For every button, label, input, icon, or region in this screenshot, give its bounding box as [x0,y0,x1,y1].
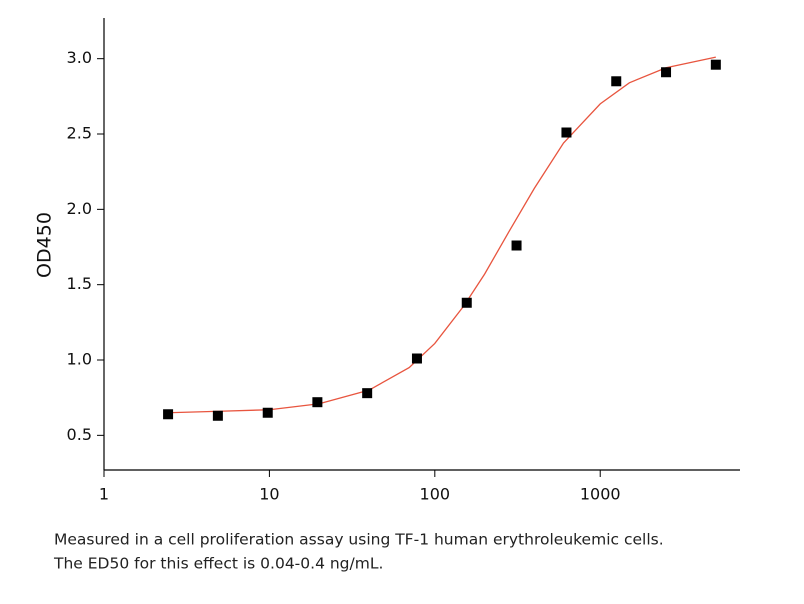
x-tick-label: 1000 [580,485,621,504]
data-point [511,240,522,251]
data-point [262,407,273,418]
data-point [710,59,721,70]
data-point [461,297,472,308]
caption-line: The ED50 for this effect is 0.04-0.4 ng/… [53,555,383,573]
y-tick-label: 1.5 [67,274,92,293]
y-tick-label: 0.5 [67,425,92,444]
x-tick-label: 1 [99,485,109,504]
data-point [561,127,572,138]
y-tick-label: 1.0 [67,350,92,369]
data-point [312,397,323,408]
fit-curve [168,56,716,414]
y-tick-label: 2.5 [67,124,92,143]
x-tick-label: 10 [259,485,279,504]
data-point [212,410,223,421]
y-tick-label: 2.0 [67,199,92,218]
data-point [411,353,422,364]
data-point [661,67,672,78]
data-point [611,76,622,87]
data-point [362,388,373,399]
data-point [163,409,174,420]
y-axis-label: OD450 [34,212,56,278]
x-tick-label: 100 [420,485,451,504]
y-tick-label: 3.0 [67,48,92,67]
caption-line: Measured in a cell proliferation assay u… [54,531,664,549]
